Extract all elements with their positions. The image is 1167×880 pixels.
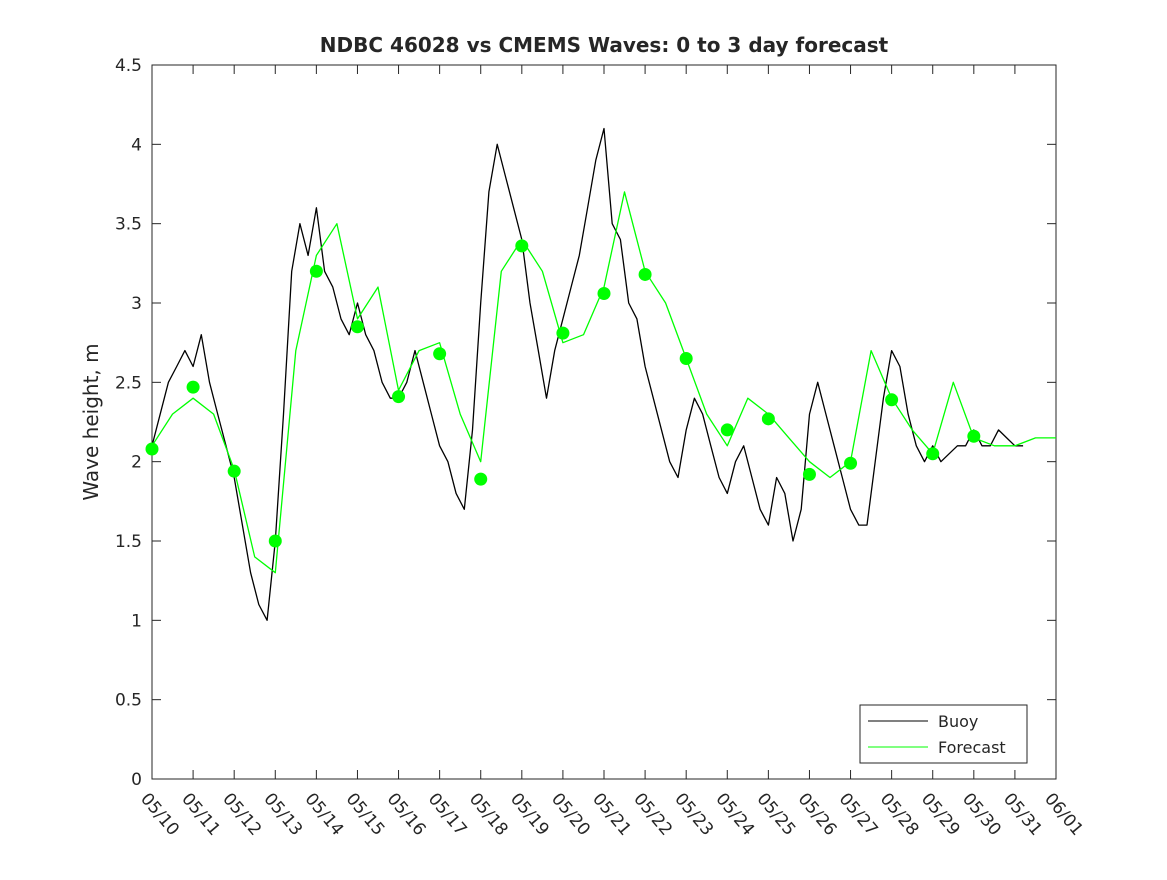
y-tick-label: 4.5 — [115, 56, 142, 76]
forecast-marker — [433, 347, 447, 361]
y-tick-label: 4 — [131, 135, 142, 155]
forecast-marker — [967, 429, 981, 443]
y-tick-label: 1 — [131, 611, 142, 631]
forecast-marker — [227, 464, 241, 478]
plot-area — [151, 64, 1057, 780]
y-tick-label: 3 — [131, 294, 142, 314]
y-tick-label: 0 — [131, 770, 142, 790]
forecast-marker — [597, 286, 611, 300]
forecast-marker — [309, 264, 323, 278]
legend: Buoy Forecast — [859, 704, 1028, 764]
forecast-marker — [638, 267, 652, 281]
y-tick-label: 0.5 — [115, 691, 142, 711]
series-layer — [145, 127, 1056, 621]
forecast-marker — [720, 423, 734, 437]
forecast-marker — [350, 320, 364, 334]
y-tick-label: 2.5 — [115, 373, 142, 393]
y-tick-label: 2 — [131, 453, 142, 473]
series-line-buoy — [151, 127, 1024, 621]
y-axis-label: Wave height, m — [79, 343, 103, 500]
forecast-marker — [926, 447, 940, 461]
forecast-marker — [145, 442, 159, 456]
forecast-marker — [761, 412, 775, 426]
legend-label-forecast: Forecast — [938, 738, 1006, 757]
forecast-marker — [268, 534, 282, 548]
legend-box — [859, 704, 1028, 764]
forecast-marker — [474, 472, 488, 486]
forecast-marker — [556, 326, 570, 340]
legend-label-buoy: Buoy — [938, 712, 978, 731]
forecast-marker — [679, 352, 693, 366]
y-tick-label: 3.5 — [115, 215, 142, 235]
forecast-marker — [186, 380, 200, 394]
forecast-marker — [392, 390, 406, 404]
forecast-marker — [885, 393, 899, 407]
chart-title: NDBC 46028 vs CMEMS Waves: 0 to 3 day fo… — [320, 33, 889, 57]
y-tick-label: 1.5 — [115, 532, 142, 552]
forecast-marker — [802, 467, 816, 481]
forecast-marker — [515, 239, 529, 253]
forecast-marker — [844, 456, 858, 470]
